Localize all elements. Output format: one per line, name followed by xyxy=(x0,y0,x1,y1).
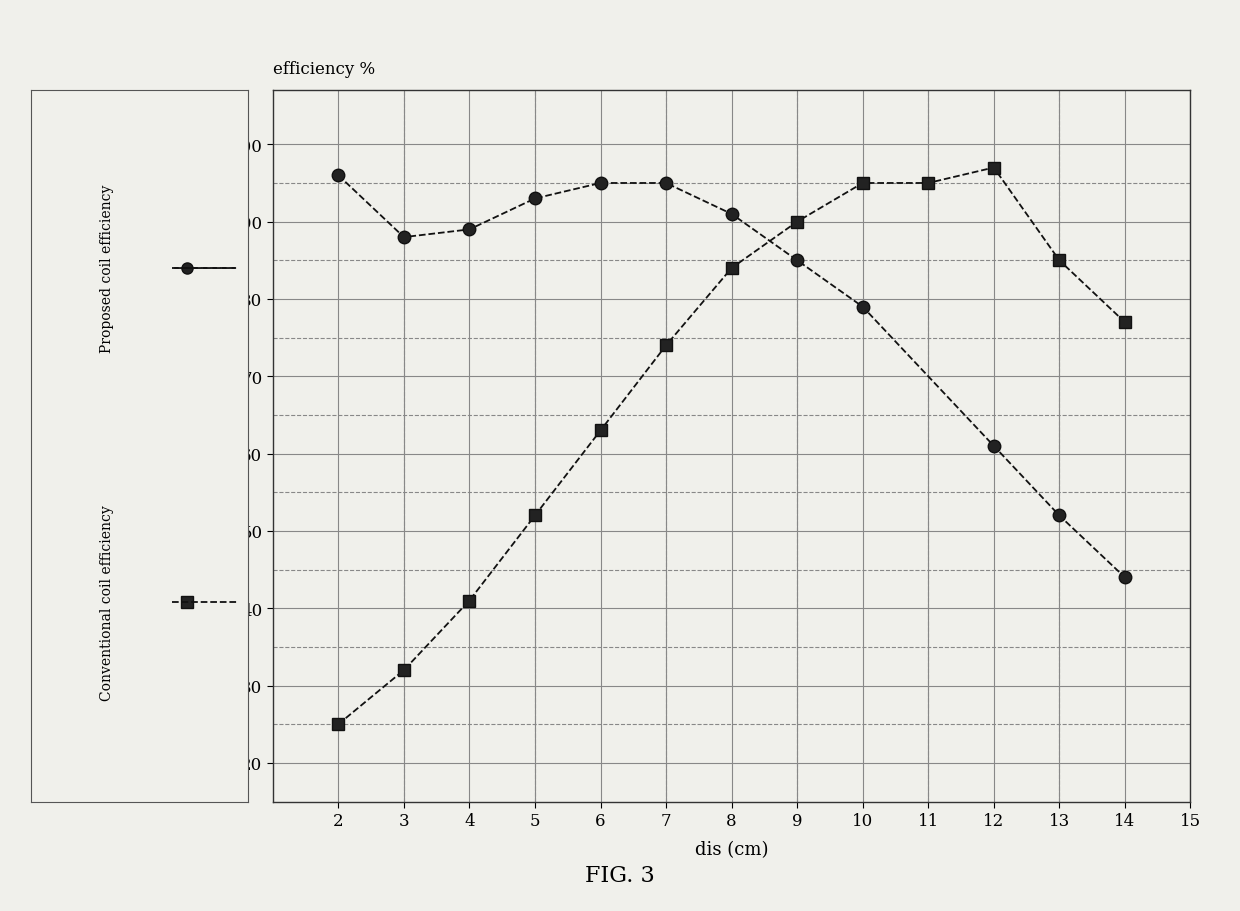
X-axis label: dis (cm): dis (cm) xyxy=(694,840,769,858)
Text: FIG. 3: FIG. 3 xyxy=(585,864,655,885)
Text: Conventional coil efficiency: Conventional coil efficiency xyxy=(100,505,114,701)
Text: Proposed coil efficiency: Proposed coil efficiency xyxy=(100,185,114,353)
Text: efficiency %: efficiency % xyxy=(273,60,374,77)
